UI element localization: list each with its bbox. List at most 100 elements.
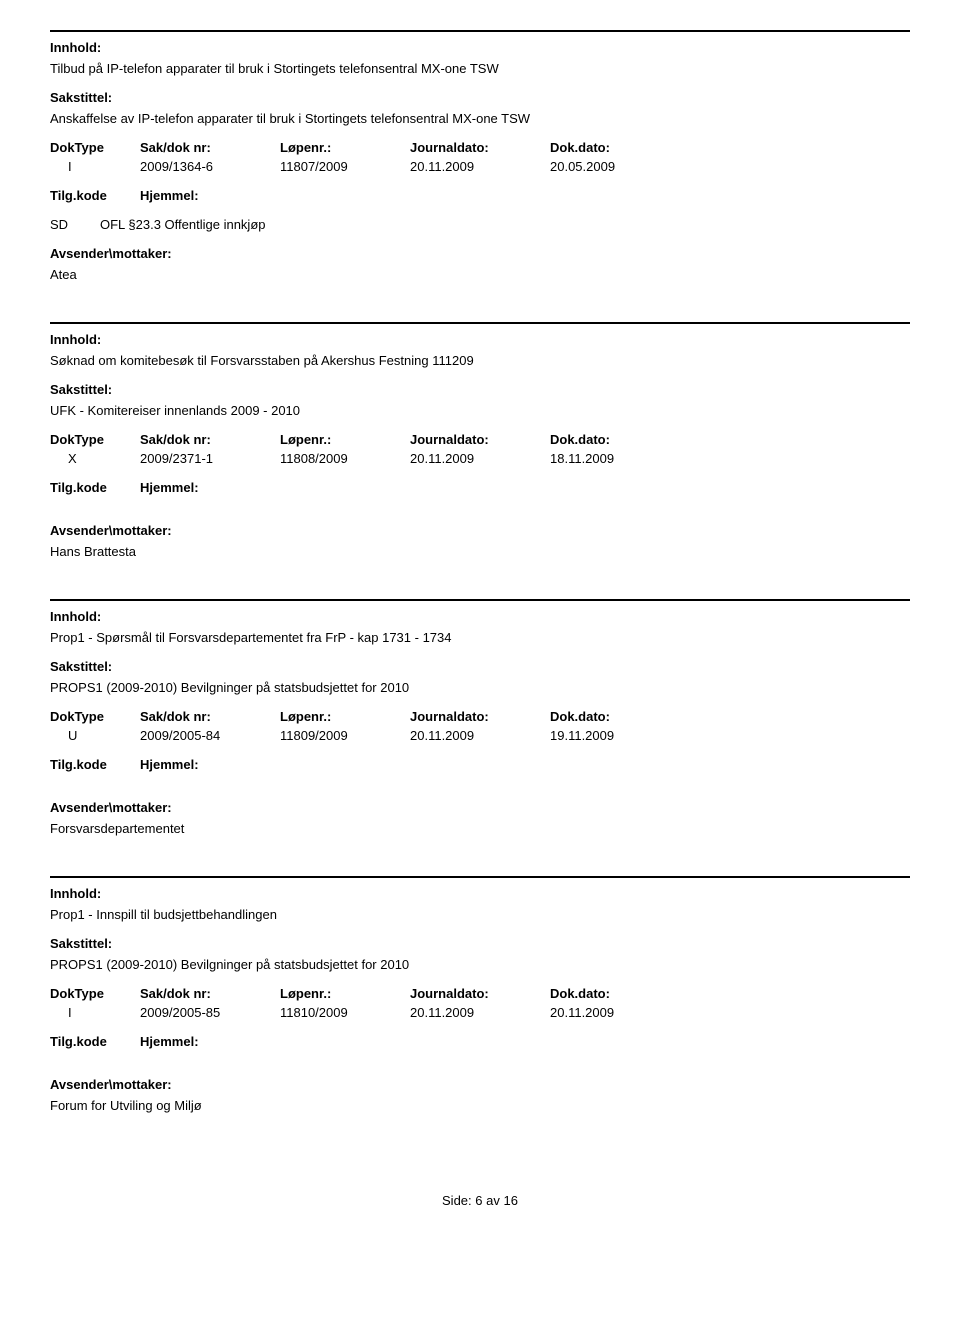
- tilgkode-label: Tilg.kode: [50, 188, 140, 203]
- journaldato-value: 20.11.2009: [410, 159, 550, 174]
- innhold-text: Prop1 - Spørsmål til Forsvarsdepartement…: [50, 630, 910, 645]
- side-label: Side:: [442, 1193, 472, 1208]
- dokdato-value: 19.11.2009: [550, 728, 690, 743]
- columns-row: U 2009/2005-84 11809/2009 20.11.2009 19.…: [50, 728, 910, 743]
- lopenr-header: Løpenr.:: [280, 432, 410, 447]
- columns-row: X 2009/2371-1 11808/2009 20.11.2009 18.1…: [50, 451, 910, 466]
- avsender-value: Forsvarsdepartementet: [50, 821, 910, 836]
- journal-entry: Innhold: Søknad om komitebesøk til Forsv…: [50, 322, 910, 559]
- columns-header: DokType Sak/dok nr: Løpenr.: Journaldato…: [50, 709, 910, 724]
- avsender-block: Avsender\mottaker: Forsvarsdepartementet: [50, 800, 910, 836]
- avsender-value: Atea: [50, 267, 910, 282]
- doktype-header: DokType: [50, 140, 140, 155]
- journaldato-header: Journaldato:: [410, 140, 550, 155]
- sakstittel-text: PROPS1 (2009-2010) Bevilgninger på stats…: [50, 680, 910, 695]
- dokdato-header: Dok.dato:: [550, 986, 690, 1001]
- sakstittel-label: Sakstittel:: [50, 936, 910, 951]
- hjemmel-label: Hjemmel:: [140, 480, 199, 495]
- doktype-header: DokType: [50, 432, 140, 447]
- page-footer: Side: 6 av 16: [50, 1193, 910, 1208]
- journaldato-header: Journaldato:: [410, 709, 550, 724]
- tilgkode-value: SD: [50, 217, 100, 232]
- columns-row: I 2009/1364-6 11807/2009 20.11.2009 20.0…: [50, 159, 910, 174]
- page-current: 6: [475, 1193, 482, 1208]
- innhold-text: Søknad om komitebesøk til Forsvarsstaben…: [50, 353, 910, 368]
- tilg-row: Tilg.kode Hjemmel:: [50, 1034, 910, 1049]
- journaldato-value: 20.11.2009: [410, 1005, 550, 1020]
- tilg-row: Tilg.kode Hjemmel:: [50, 757, 910, 772]
- dokdato-header: Dok.dato:: [550, 140, 690, 155]
- lopenr-value: 11809/2009: [280, 728, 410, 743]
- avsender-block: Avsender\mottaker: Hans Brattesta: [50, 523, 910, 559]
- lopenr-header: Løpenr.:: [280, 140, 410, 155]
- innhold-label: Innhold:: [50, 332, 910, 347]
- saknr-value: 2009/2005-84: [140, 728, 280, 743]
- saknr-value: 2009/2005-85: [140, 1005, 280, 1020]
- saknr-value: 2009/1364-6: [140, 159, 280, 174]
- avsender-block: Avsender\mottaker: Atea: [50, 246, 910, 282]
- page-total: 16: [504, 1193, 518, 1208]
- avsender-block: Avsender\mottaker: Forum for Utviling og…: [50, 1077, 910, 1113]
- columns-header: DokType Sak/dok nr: Løpenr.: Journaldato…: [50, 432, 910, 447]
- sakstittel-text: UFK - Komitereiser innenlands 2009 - 201…: [50, 403, 910, 418]
- sakstittel-label: Sakstittel:: [50, 659, 910, 674]
- lopenr-header: Løpenr.:: [280, 709, 410, 724]
- columns-header: DokType Sak/dok nr: Løpenr.: Journaldato…: [50, 986, 910, 1001]
- journaldato-header: Journaldato:: [410, 432, 550, 447]
- saknr-value: 2009/2371-1: [140, 451, 280, 466]
- avsender-label: Avsender\mottaker:: [50, 800, 910, 815]
- journaldato-value: 20.11.2009: [410, 451, 550, 466]
- avsender-label: Avsender\mottaker:: [50, 523, 910, 538]
- dokdato-value: 18.11.2009: [550, 451, 690, 466]
- lopenr-value: 11807/2009: [280, 159, 410, 174]
- sakstittel-label: Sakstittel:: [50, 90, 910, 105]
- avsender-label: Avsender\mottaker:: [50, 1077, 910, 1092]
- journaldato-value: 20.11.2009: [410, 728, 550, 743]
- sakstittel-label: Sakstittel:: [50, 382, 910, 397]
- doktype-header: DokType: [50, 986, 140, 1001]
- innhold-text: Tilbud på IP-telefon apparater til bruk …: [50, 61, 910, 76]
- tilg-row: Tilg.kode Hjemmel:: [50, 480, 910, 495]
- tilg-values: SD OFL §23.3 Offentlige innkjøp: [50, 217, 910, 232]
- avsender-label: Avsender\mottaker:: [50, 246, 910, 261]
- hjemmel-value: OFL §23.3 Offentlige innkjøp: [100, 217, 265, 232]
- doktype-value: U: [50, 728, 140, 743]
- tilgkode-label: Tilg.kode: [50, 1034, 140, 1049]
- saknr-header: Sak/dok nr:: [140, 432, 280, 447]
- innhold-label: Innhold:: [50, 40, 910, 55]
- tilgkode-label: Tilg.kode: [50, 480, 140, 495]
- dokdato-header: Dok.dato:: [550, 709, 690, 724]
- avsender-value: Forum for Utviling og Miljø: [50, 1098, 910, 1113]
- columns-header: DokType Sak/dok nr: Løpenr.: Journaldato…: [50, 140, 910, 155]
- journal-entry: Innhold: Tilbud på IP-telefon apparater …: [50, 30, 910, 282]
- saknr-header: Sak/dok nr:: [140, 709, 280, 724]
- saknr-header: Sak/dok nr:: [140, 986, 280, 1001]
- tilg-row: Tilg.kode Hjemmel:: [50, 188, 910, 203]
- columns-row: I 2009/2005-85 11810/2009 20.11.2009 20.…: [50, 1005, 910, 1020]
- hjemmel-label: Hjemmel:: [140, 757, 199, 772]
- innhold-text: Prop1 - Innspill til budsjettbehandlinge…: [50, 907, 910, 922]
- lopenr-value: 11810/2009: [280, 1005, 410, 1020]
- journal-entry: Innhold: Prop1 - Spørsmål til Forsvarsde…: [50, 599, 910, 836]
- sakstittel-text: Anskaffelse av IP-telefon apparater til …: [50, 111, 910, 126]
- lopenr-header: Løpenr.:: [280, 986, 410, 1001]
- dokdato-value: 20.11.2009: [550, 1005, 690, 1020]
- av-label: av: [486, 1193, 500, 1208]
- journal-entry: Innhold: Prop1 - Innspill til budsjettbe…: [50, 876, 910, 1113]
- tilgkode-label: Tilg.kode: [50, 757, 140, 772]
- lopenr-value: 11808/2009: [280, 451, 410, 466]
- avsender-value: Hans Brattesta: [50, 544, 910, 559]
- journaldato-header: Journaldato:: [410, 986, 550, 1001]
- saknr-header: Sak/dok nr:: [140, 140, 280, 155]
- sakstittel-text: PROPS1 (2009-2010) Bevilgninger på stats…: [50, 957, 910, 972]
- innhold-label: Innhold:: [50, 609, 910, 624]
- doktype-value: I: [50, 1005, 140, 1020]
- hjemmel-label: Hjemmel:: [140, 1034, 199, 1049]
- hjemmel-label: Hjemmel:: [140, 188, 199, 203]
- innhold-label: Innhold:: [50, 886, 910, 901]
- doktype-value: X: [50, 451, 140, 466]
- dokdato-value: 20.05.2009: [550, 159, 690, 174]
- doktype-header: DokType: [50, 709, 140, 724]
- dokdato-header: Dok.dato:: [550, 432, 690, 447]
- doktype-value: I: [50, 159, 140, 174]
